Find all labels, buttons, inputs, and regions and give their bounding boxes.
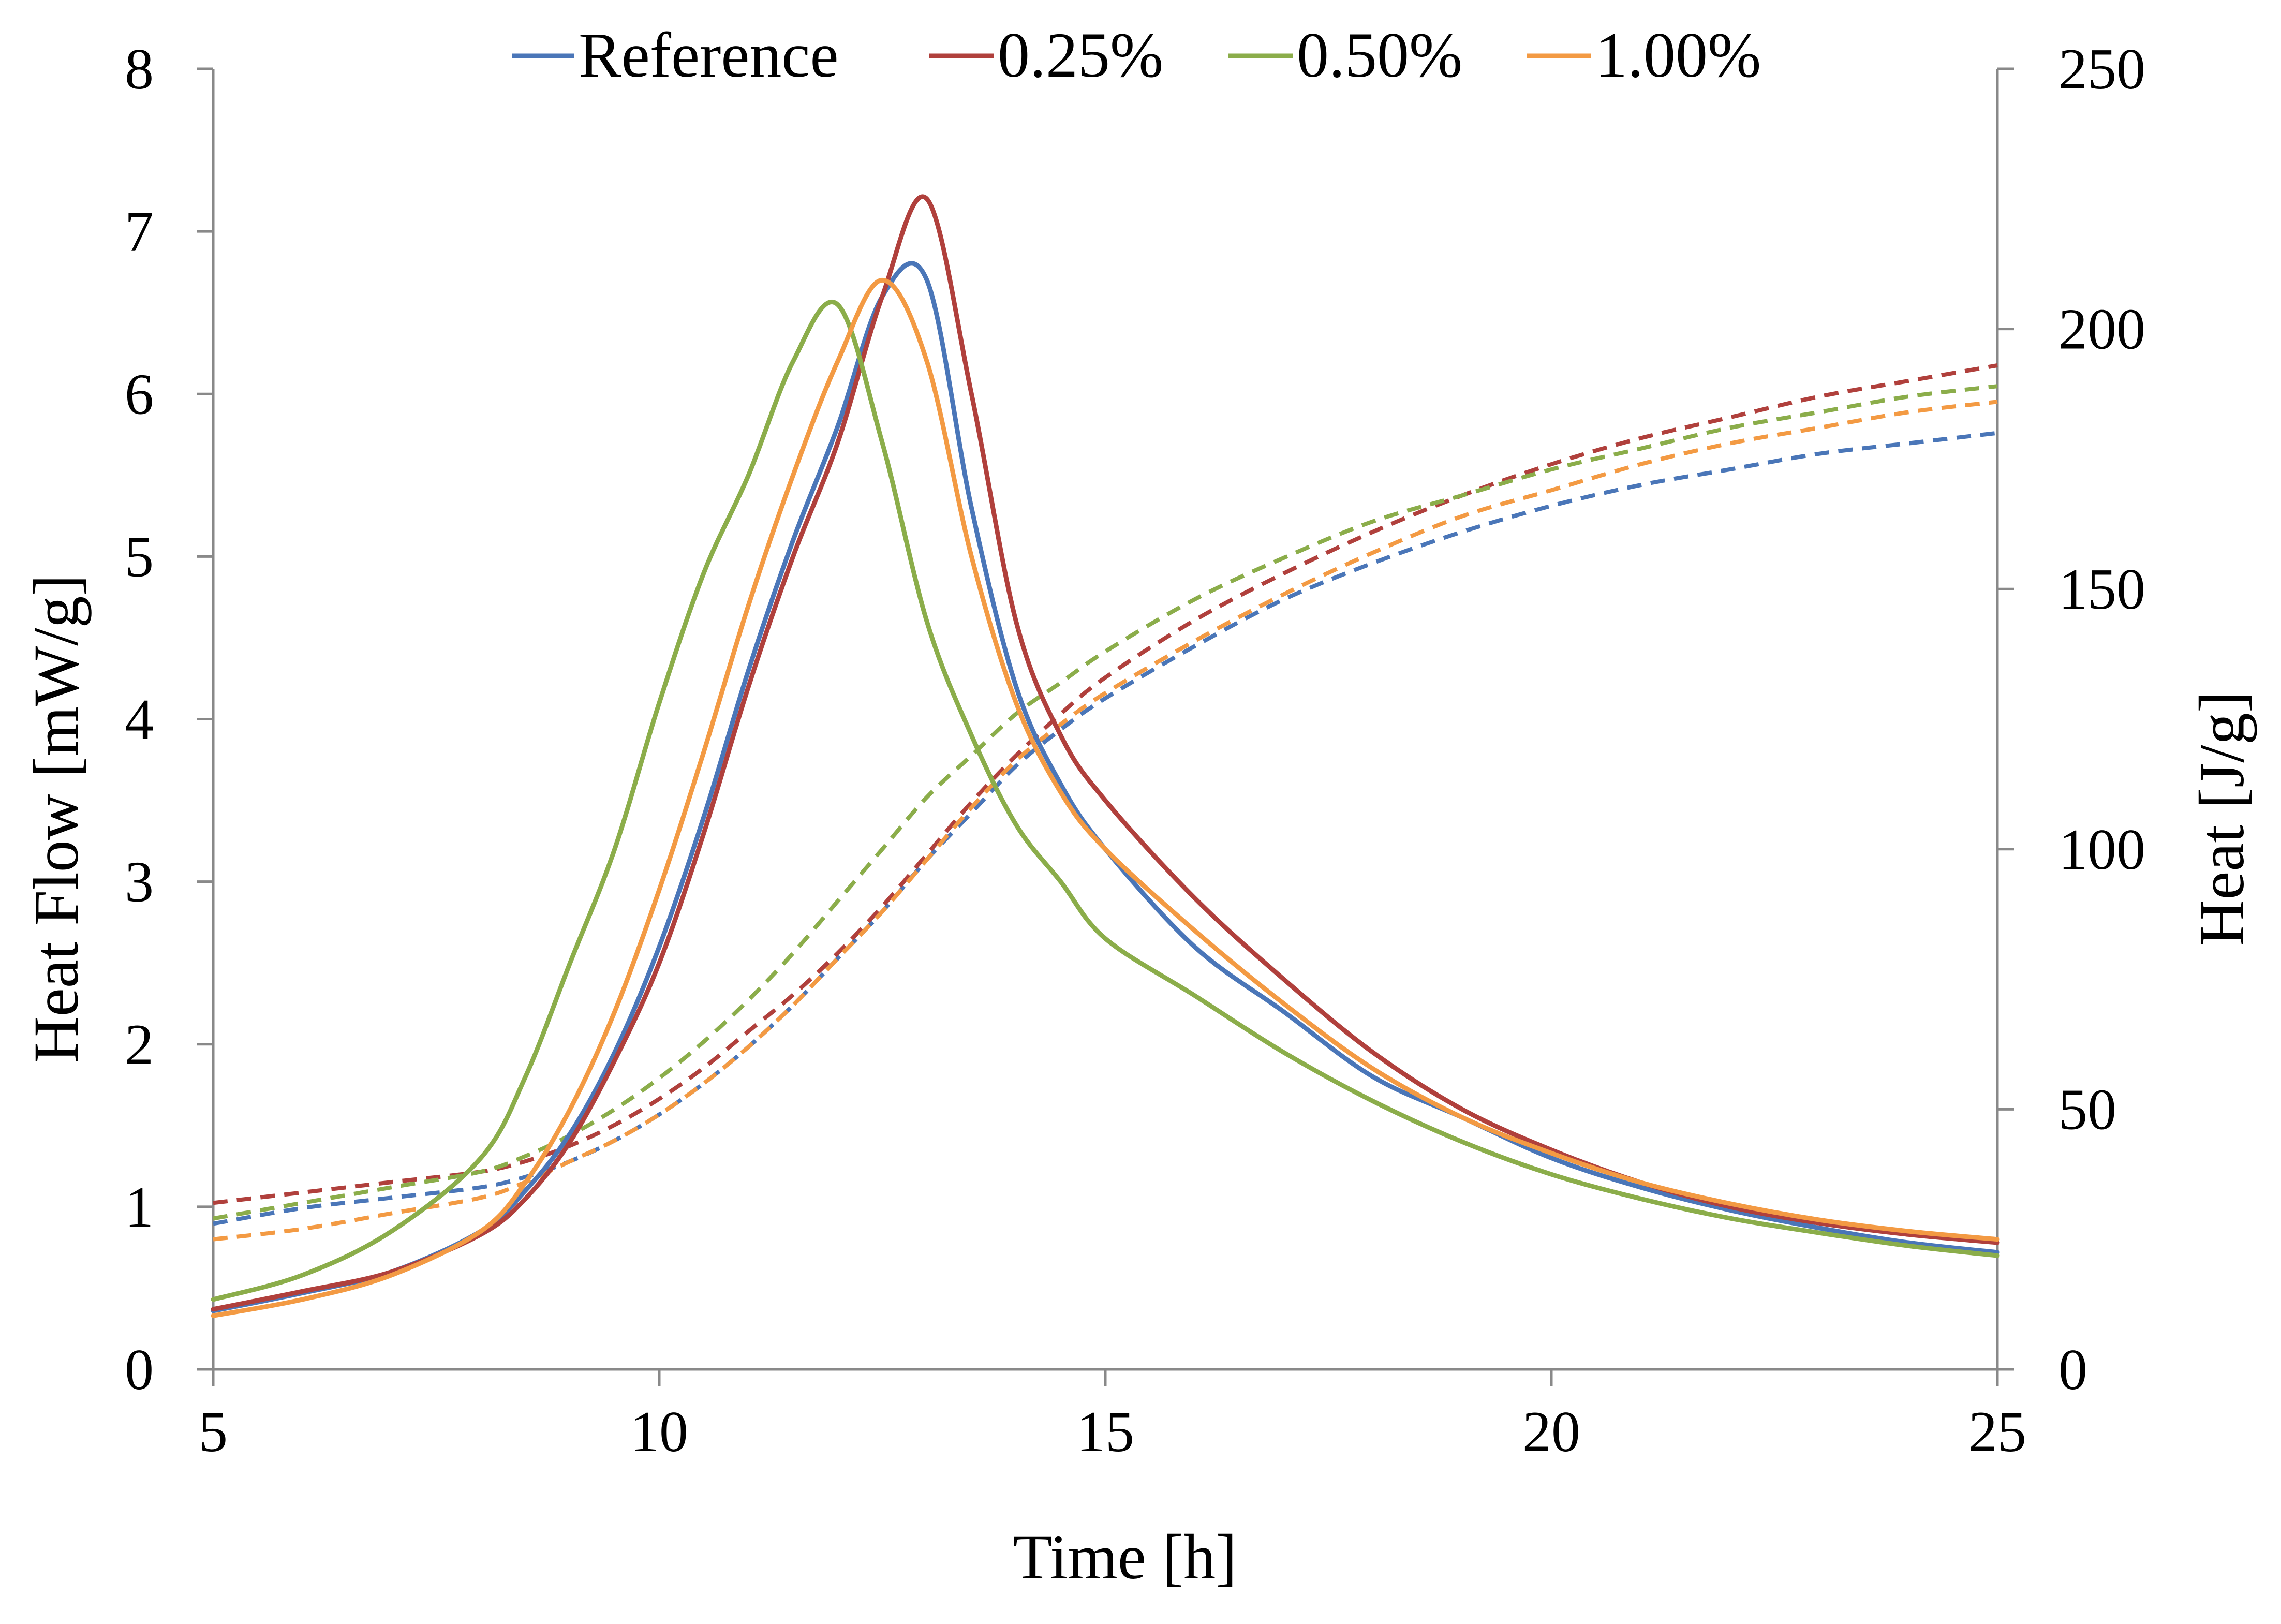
x-tick-label: 15 xyxy=(1076,1400,1134,1464)
series-line-0-25-heat xyxy=(213,363,1998,1205)
y-tick-label-left: 5 xyxy=(125,525,154,589)
series-line-0-25 xyxy=(211,194,2000,1312)
y-axis-title-left: Heat Flow [mW/g] xyxy=(21,574,92,1063)
legend: Reference 0.25% 0.50% 1.00% xyxy=(512,20,1761,91)
y-tick-label-left: 0 xyxy=(125,1338,154,1402)
legend-label-050: 0.50% xyxy=(1297,20,1462,91)
y-tick-label-left: 6 xyxy=(125,362,154,426)
series-line-1-00 xyxy=(211,277,2000,1318)
y-tick-label-right: 150 xyxy=(2058,557,2145,622)
y-tick-label-left: 7 xyxy=(125,200,154,264)
legend-label-025: 0.25% xyxy=(998,20,1163,91)
x-tick-label: 20 xyxy=(1522,1400,1580,1464)
series-line-0-50 xyxy=(211,300,2000,1302)
y-tick-label-left: 3 xyxy=(125,850,154,914)
series-line-reference xyxy=(211,261,2000,1313)
y-tick-label-left: 1 xyxy=(125,1175,154,1239)
y-tick-label-right: 100 xyxy=(2058,818,2145,882)
x-axis-title: Time [h] xyxy=(1013,1522,1237,1592)
y-tick-label-left: 2 xyxy=(125,1013,154,1077)
y-tick-label-right: 50 xyxy=(2058,1077,2116,1142)
series-line-1-00-heat xyxy=(213,400,1998,1242)
series-layer xyxy=(211,194,2000,1318)
y-tick-label-right: 250 xyxy=(2058,37,2145,101)
series-line-reference-heat xyxy=(213,431,1998,1226)
y-tick-label-right: 0 xyxy=(2058,1338,2087,1402)
x-tick-label: 5 xyxy=(199,1400,228,1464)
series-line-0-50-heat xyxy=(213,384,1998,1221)
legend-label-100: 1.00% xyxy=(1595,20,1761,91)
y-axis-title-right: Heat [J/g] xyxy=(2186,691,2257,946)
y-tick-label-left: 8 xyxy=(125,37,154,101)
x-tick-label: 10 xyxy=(630,1400,688,1464)
y-tick-label-left: 4 xyxy=(125,688,154,752)
y-tick-label-right: 200 xyxy=(2058,298,2145,362)
x-tick-label: 25 xyxy=(1968,1400,2026,1464)
axes xyxy=(212,69,1999,1371)
legend-label-reference: Reference xyxy=(579,20,838,91)
